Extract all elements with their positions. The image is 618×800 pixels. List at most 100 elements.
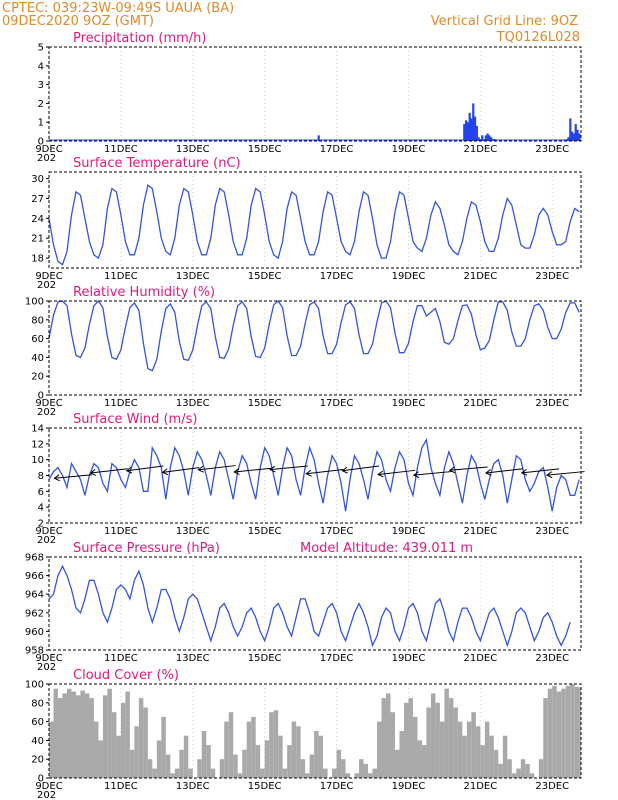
- wind-arrow-head: [341, 466, 348, 474]
- cloud-area-column: [543, 698, 548, 778]
- cloud-y-tick-label: 80: [31, 698, 44, 709]
- cloud-area-column: [408, 698, 413, 778]
- wind-line: [48, 437, 580, 512]
- wind-arrow: [53, 474, 93, 482]
- cloud-area-column: [457, 721, 463, 778]
- pres-title: Surface Pressure (hPa): [73, 541, 220, 556]
- wind-arrow-head: [545, 471, 553, 479]
- cloud-area-column: [165, 754, 171, 778]
- rh-x-tick-label: 15DEC: [248, 398, 282, 409]
- precip-bar: [569, 118, 572, 141]
- cloud-area-column: [484, 721, 490, 778]
- cloud-x-tick-label: 9DEC: [35, 781, 62, 792]
- wind-year-label: 202: [37, 535, 56, 546]
- temp-x-tick-label: 19DEC: [392, 271, 426, 282]
- precip-y-tick-label: 4: [38, 61, 44, 72]
- cloud-y-tick-label: 40: [31, 736, 44, 747]
- precip-y-tick-label: 2: [38, 99, 44, 110]
- cloud-area-column: [574, 686, 580, 778]
- cloud-panel: 0 20 40 60 80 100 9DEC 11DEC 13DEC 15DEC 17DEC 19DE…: [25, 668, 582, 800]
- cloud-area-column: [579, 687, 581, 778]
- cloud-frame: [48, 683, 582, 779]
- rh-y-tick-label: 0: [38, 391, 44, 402]
- cloud-area-column: [502, 735, 508, 778]
- wind-x-tick-label: 21DEC: [463, 526, 497, 537]
- wind-y-tick-label: 12: [31, 439, 44, 450]
- rh-year-label: 202: [37, 407, 56, 418]
- precip-bar: [578, 133, 581, 141]
- wind-arrow: [520, 468, 560, 476]
- wind-arrow-shaft: [234, 467, 272, 473]
- header-date: 09DEC2020 9OZ (GMT): [2, 14, 154, 29]
- rh-x-tick-label: 19DEC: [392, 398, 426, 409]
- pres-x-tick-label: 23DEC: [535, 653, 569, 664]
- precip-y-tick-label: 0: [38, 137, 44, 148]
- cloud-area-column: [493, 749, 499, 778]
- pres-y-tick-label: 964: [25, 590, 44, 601]
- temp-y-tick-label: 30: [31, 174, 44, 185]
- cloud-area-column: [246, 721, 252, 778]
- cloud-area-column: [291, 721, 297, 778]
- cloud-area-column: [179, 749, 184, 778]
- wind-arrow-shaft: [546, 471, 585, 476]
- cloud-area-column: [125, 691, 130, 778]
- cloud-area-column: [516, 768, 521, 778]
- cloud-area-column: [75, 695, 81, 778]
- cloud-area-column: [80, 690, 85, 778]
- rh-y-tick-label: 20: [31, 372, 44, 383]
- wind-arrow-shaft: [306, 469, 344, 475]
- wind-x-tick-label: 23DEC: [535, 526, 569, 537]
- cloud-area-column: [466, 721, 472, 778]
- wind-arrow-shaft: [162, 467, 200, 473]
- precip-bar: [317, 135, 320, 141]
- precip-bar: [464, 120, 468, 141]
- wind-arrow-shaft: [54, 474, 93, 479]
- wind-arrow-head: [161, 468, 169, 476]
- pres-y-tick-label: 960: [25, 627, 44, 638]
- precip-year-label: 202: [37, 153, 56, 164]
- precip-bar: [490, 137, 493, 141]
- cloud-area-column: [368, 773, 373, 778]
- precip-bar: [481, 135, 484, 141]
- cloud-area-column: [197, 759, 202, 778]
- cloud-area-column: [332, 768, 337, 778]
- wind-arrow-head: [448, 466, 456, 474]
- wind-arrow: [377, 469, 416, 478]
- cloud-area-column: [174, 768, 180, 778]
- cloud-area-column: [53, 688, 58, 778]
- precip-bar: [567, 137, 570, 141]
- cloud-area-column: [309, 754, 315, 778]
- rh-x-tick-label: 13DEC: [176, 398, 210, 409]
- pres-y-tick-label: 962: [25, 608, 44, 619]
- cloud-area-column: [363, 763, 369, 778]
- temp-x-tick-label: 11DEC: [104, 271, 138, 282]
- wind-y-tick-label: 14: [31, 424, 44, 435]
- temp-x-tick-label: 15DEC: [248, 271, 282, 282]
- precip-bar: [488, 135, 491, 141]
- cloud-area-column: [305, 773, 310, 778]
- cloud-area-column: [359, 759, 364, 778]
- pres-y-tick-label: 966: [25, 571, 44, 582]
- cloud-area-column: [251, 716, 256, 778]
- precip-bar: [472, 103, 475, 141]
- cloud-y-tick-label: 0: [38, 774, 44, 785]
- precip-x-tick-label: 17DEC: [320, 144, 354, 155]
- cloud-area-column: [57, 698, 63, 778]
- precip-bar: [486, 133, 489, 141]
- cloud-x-tick-label: 13DEC: [176, 781, 210, 792]
- cloud-area-column: [556, 691, 562, 778]
- precip-y-tick-label: 1: [38, 118, 44, 129]
- cloud-area-column: [529, 773, 535, 778]
- cloud-area-column: [318, 735, 324, 778]
- pres-x-tick-label: 19DEC: [392, 653, 426, 664]
- precip-y-tick-label: 3: [38, 80, 44, 91]
- wind-arrow-shaft: [198, 465, 236, 471]
- pres-annotation: Model Altitude: 439.011 m: [300, 541, 473, 556]
- wind-arrow: [305, 469, 344, 477]
- wind-arrow-shaft: [378, 469, 416, 476]
- rh-x-tick-label: 9DEC: [35, 398, 62, 409]
- precip-bar: [572, 133, 576, 141]
- wind-arrow: [161, 467, 200, 476]
- header-station: CPTEC: 039:23W-09:49S UAUA (BA): [2, 1, 234, 16]
